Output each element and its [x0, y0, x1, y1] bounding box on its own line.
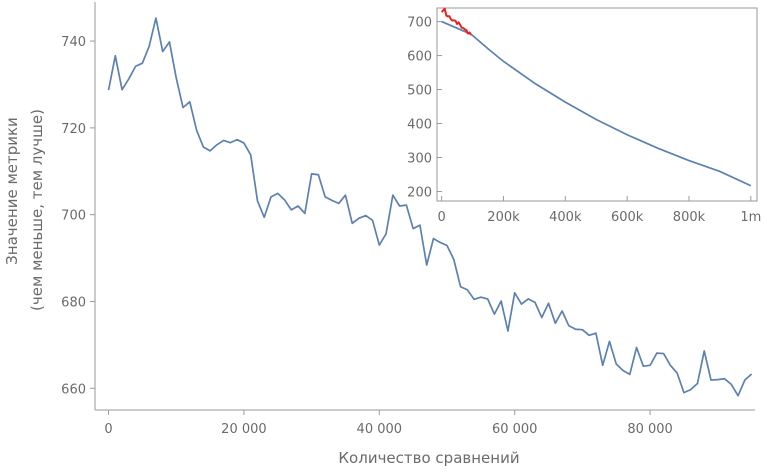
main-y-tick-label: 660: [61, 382, 86, 397]
inset-y-tick-label: 600: [407, 50, 432, 65]
x-axis-title: Количество сравнений: [338, 449, 519, 467]
inset-y-tick-label: 500: [407, 84, 432, 99]
main-x-tick-label: 40 000: [357, 422, 403, 437]
inset-x-tick-label: 400k: [549, 210, 582, 225]
main-series-line: [107, 17, 753, 397]
main-x-tick-label: 60 000: [492, 422, 538, 437]
main-x-tick-label: 20 000: [221, 422, 267, 437]
inset-y-ticks: 200 300 400 500 600 700: [407, 16, 442, 200]
main-x-ticks: 0 20 000 40 000 60 000 80 000: [104, 410, 673, 437]
main-x-tick-label: 0: [104, 422, 112, 437]
y-axis-title-line1: Значение метрики: [3, 117, 21, 265]
main-y-ticks: 660 680 700 720 740: [61, 35, 95, 397]
inset-plot: 0 200k 400k 600k 800k 1m 200 300 400 500 600 700: [407, 7, 761, 225]
inset-highlight-line: [440, 7, 472, 36]
main-y-tick-label: 680: [61, 295, 86, 310]
y-axis-title-line2: (чем меньше, тем лучше): [28, 109, 46, 311]
main-y-tick-label: 700: [61, 209, 86, 224]
inset-y-tick-label: 400: [407, 118, 432, 133]
main-y-tick-label: 720: [61, 122, 86, 137]
inset-series-line: [441, 20, 752, 187]
inset-frame: [436, 7, 758, 202]
inset-x-tick-label: 200k: [487, 210, 520, 225]
inset-x-ticks: 0 200k 400k 600k 800k 1m: [437, 196, 761, 225]
inset-y-tick-label: 300: [407, 152, 432, 167]
main-x-tick-label: 80 000: [627, 422, 673, 437]
inset-x-tick-label: 800k: [673, 210, 706, 225]
inset-y-tick-label: 200: [407, 185, 432, 200]
main-y-tick-label: 740: [61, 35, 86, 50]
main-plot: 0 20 000 40 000 60 000 80 000 660 680 700 720 74…: [3, 2, 755, 467]
inset-x-tick-label: 1m: [740, 210, 761, 225]
inset-y-tick-label: 700: [407, 16, 432, 31]
inset-x-tick-label: 0: [437, 210, 445, 225]
inset-x-tick-label: 600k: [611, 210, 644, 225]
